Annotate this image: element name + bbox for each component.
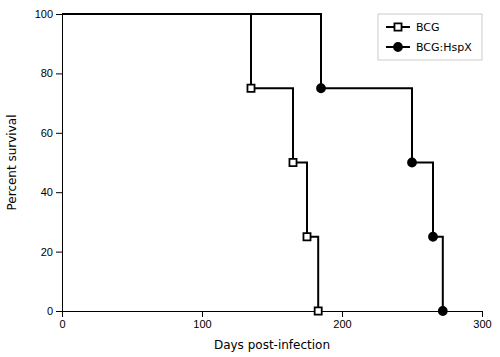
tick: 0 [59, 311, 65, 330]
tick: 100 [35, 8, 62, 20]
tick-label: 80 [41, 67, 53, 79]
axis-line [63, 312, 483, 318]
tick-label: 20 [41, 246, 53, 258]
legend-item: BCG:HspX [386, 41, 472, 54]
tick-mark [342, 311, 343, 317]
marker [408, 159, 416, 167]
y-axis: 0 20 40 60 80 100 [35, 8, 63, 317]
tick-mark [56, 192, 62, 193]
x-axis-title: Days post-infection [214, 338, 330, 352]
tick-mark [56, 73, 62, 74]
chart: 0 100 200 300 0 20 40 60 80 100 BCG BCG:HspX Days po… [0, 0, 500, 357]
legend-item: BCG [386, 21, 440, 34]
marker [439, 307, 447, 315]
marker [247, 85, 254, 92]
tick-mark [56, 311, 62, 312]
tick: 200 [333, 311, 351, 330]
tick: 80 [41, 67, 62, 79]
tick-label: 200 [333, 318, 351, 330]
axis-line [56, 15, 63, 312]
tick-mark [56, 14, 62, 15]
tick-mark [56, 133, 62, 134]
marker [315, 307, 322, 314]
tick: 300 [473, 311, 491, 330]
legend-marker [394, 23, 401, 30]
tick: 60 [41, 127, 62, 139]
tick: 100 [193, 311, 211, 330]
legend-box [378, 14, 482, 60]
series-line [62, 14, 318, 311]
tick: 40 [41, 186, 62, 198]
x-axis: 0 100 200 300 [59, 311, 491, 330]
tick-label: 60 [41, 127, 53, 139]
marker [317, 84, 325, 92]
legend: BCG BCG:HspX [378, 14, 482, 60]
tick-label: 100 [35, 8, 53, 20]
tick-mark [202, 311, 203, 317]
tick-mark [482, 311, 483, 317]
marker [429, 233, 437, 241]
tick-label: 0 [47, 305, 53, 317]
legend-label: BCG [416, 21, 440, 34]
legend-marker [394, 43, 402, 51]
plot: 0 100 200 300 0 20 40 60 80 100 BCG BCG:HspX [35, 8, 492, 330]
legend-label: BCG:HspX [416, 41, 472, 54]
y-axis-title: Percent survival [5, 115, 19, 211]
tick-label: 100 [193, 318, 211, 330]
tick: 0 [47, 305, 62, 317]
tick-mark [56, 252, 62, 253]
marker [289, 159, 296, 166]
tick-label: 300 [473, 318, 491, 330]
marker [303, 233, 310, 240]
tick-label: 0 [59, 318, 65, 330]
tick: 20 [41, 246, 62, 258]
tick-label: 40 [41, 186, 53, 198]
